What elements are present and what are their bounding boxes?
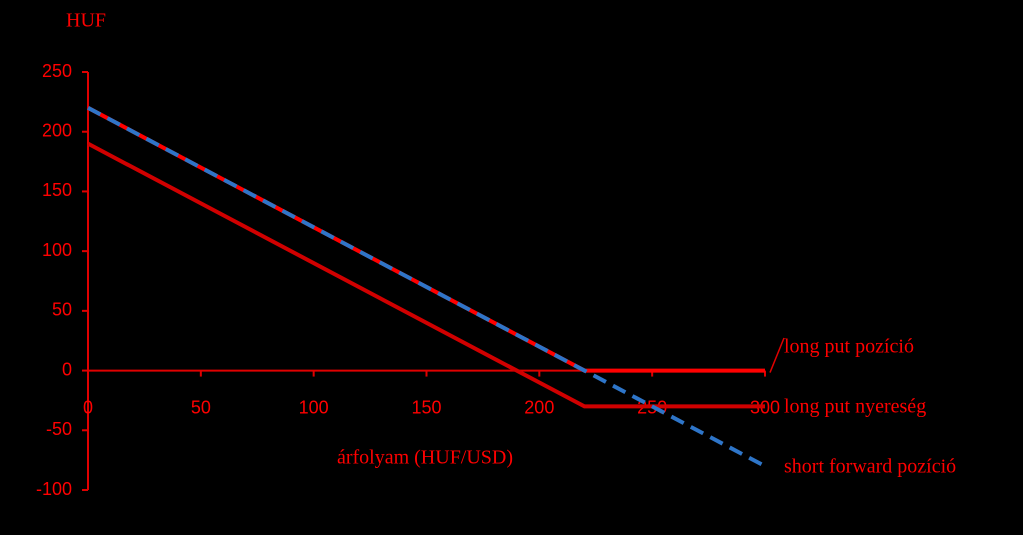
series-line: [87, 106, 765, 373]
y-tick-label: 0: [62, 359, 72, 379]
x-axis-label: árfolyam (HUF/USD): [337, 447, 513, 469]
x-tick-label: 150: [411, 397, 441, 417]
x-tick-label: 100: [299, 397, 329, 417]
legend-label: long put pozíció: [784, 336, 914, 358]
y-tick-label: -50: [46, 419, 72, 439]
y-tick-label: 50: [52, 300, 72, 320]
y-axis-label: HUF: [66, 10, 106, 32]
y-tick-label: -100: [36, 479, 72, 499]
y-tick-label: 100: [42, 240, 72, 260]
legend-label: long put nyereség: [784, 396, 926, 418]
series-line: [87, 141, 765, 409]
y-tick-label: 200: [42, 120, 72, 140]
y-tick-label: 250: [42, 61, 72, 81]
series-line: [87, 106, 766, 468]
legend-label: short forward pozíció: [784, 456, 956, 478]
x-tick-label: 0: [83, 397, 93, 417]
label-leader: [769, 337, 785, 373]
x-tick-label: 200: [524, 397, 554, 417]
y-tick-label: 150: [42, 180, 72, 200]
x-tick-label: 50: [191, 397, 211, 417]
